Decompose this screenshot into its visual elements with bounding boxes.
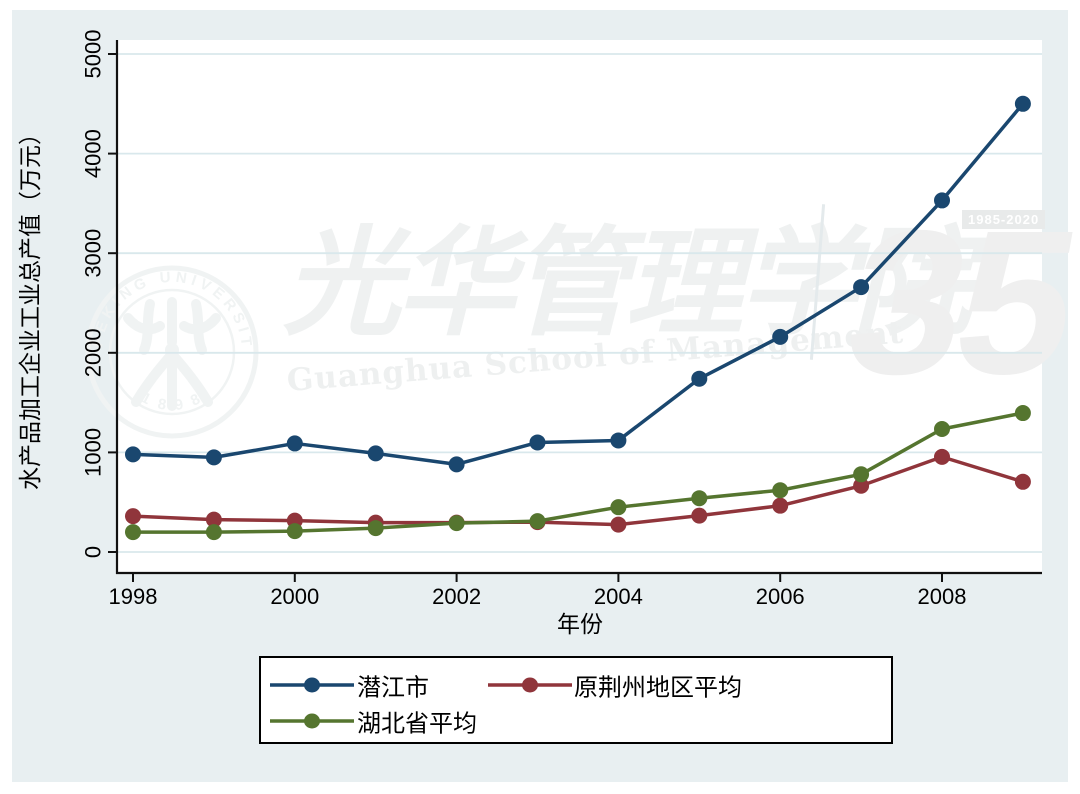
legend-sample-series-1 <box>488 677 572 693</box>
y-axis-title: 水产品加工企业工业总产值（万元） <box>17 122 43 490</box>
legend-sample-series-2 <box>270 713 354 729</box>
plot-area <box>117 40 1042 573</box>
legend-label-series-1: 原荆州地区平均 <box>574 674 742 702</box>
legend-label-series-0: 潜江市 <box>357 674 429 702</box>
legend-sample-series-0 <box>270 677 354 693</box>
legend-label-series-2: 湖北省平均 <box>357 710 477 738</box>
x-axis-title: 年份 <box>557 611 603 637</box>
legend: 潜江市 原荆州地区平均 湖北省平均 <box>259 656 893 744</box>
